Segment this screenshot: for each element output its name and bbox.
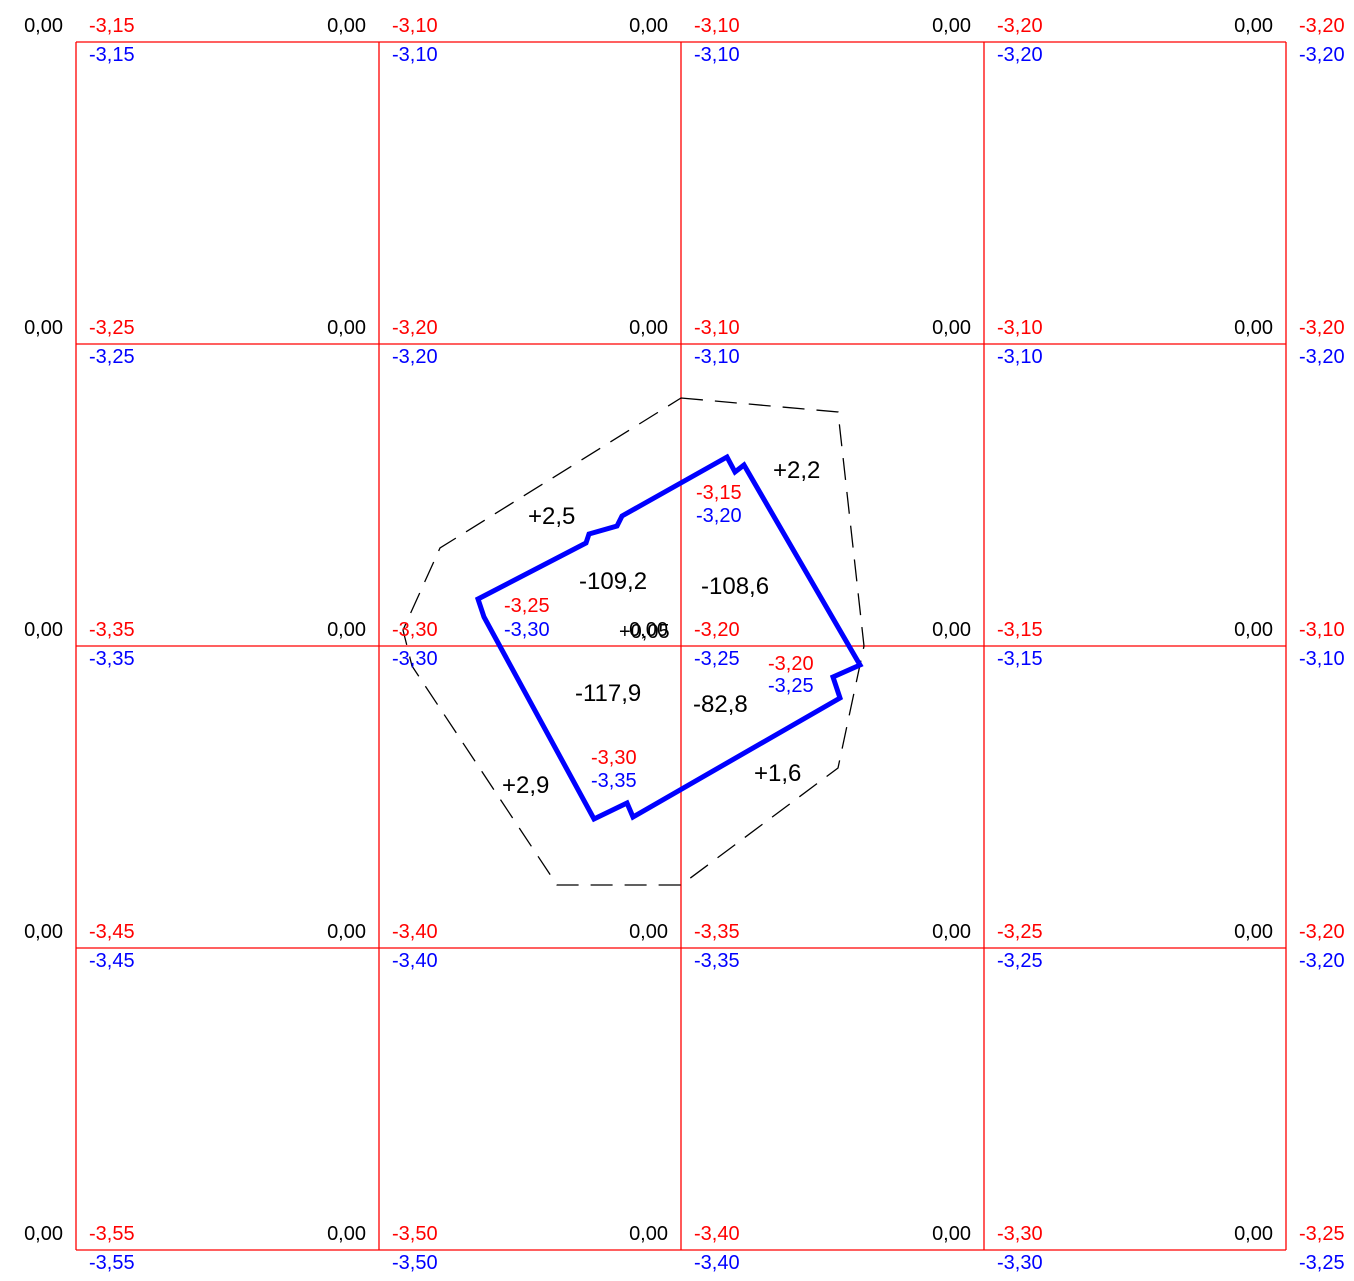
grid-node-existing-level: 0,00 [629,619,668,641]
earthwork-volumes: -109,2 -108,6 -117,9 -82,8 +2,5 +2,2 +2,… [502,457,820,799]
grid-node-blue-elevation: -3,15 [997,648,1043,670]
grid-node-existing-level: 0,00 [327,15,366,37]
grid-node-blue-elevation: -3,10 [694,44,740,66]
grid-node-red-elevation: -3,55 [89,1223,135,1245]
building-footprint-outline [474,453,864,823]
grid-node-blue-elevation: -3,35 [694,950,740,972]
grid-node-blue-elevation: -3,30 [997,1252,1043,1274]
grid-node-existing-level: 0,00 [932,921,971,943]
grid-node-red-elevation: -3,25 [1299,1223,1345,1245]
grid-node-blue-elevation: -3,55 [89,1252,135,1274]
grid-node-red-elevation: -3,45 [89,921,135,943]
fill-volume-nw: +2,5 [528,503,575,530]
building-east-blue-elevation: -3,25 [768,675,814,697]
grid-node-existing-level: 0,00 [1234,317,1273,339]
grid-node-existing-level: 0,00 [1234,921,1273,943]
grid-node-existing-level: 0,00 [24,15,63,37]
grid-node-blue-elevation: -3,15 [89,44,135,66]
building-west-blue-elevation: -3,30 [504,619,550,641]
grid-node-existing-level: 0,00 [327,619,366,641]
grid-node-blue-elevation: -3,25 [1299,1252,1345,1274]
building-center-level: +0,05 [619,621,670,643]
cut-volume-se: -82,8 [693,691,748,718]
grid-node-red-elevation: -3,10 [694,15,740,37]
grid-node-red-elevation: -3,25 [89,317,135,339]
grid-node-existing-level: 0,00 [932,15,971,37]
grid-node-red-elevation: -3,25 [997,921,1043,943]
grid-node-red-elevation: -3,10 [997,317,1043,339]
grid-node-blue-elevation: -3,25 [997,950,1043,972]
grid-node-blue-elevation: -3,20 [392,346,438,368]
grid-node-blue-elevation: -3,40 [392,950,438,972]
building-west-red-elevation: -3,25 [504,595,550,617]
grid-node-blue-elevation: -3,25 [89,346,135,368]
grid-node-existing-level: 0,00 [327,1223,366,1245]
building-south-red-elevation: -3,30 [591,747,637,769]
grid-node-red-elevation: -3,20 [1299,317,1345,339]
building-north-red-elevation: -3,15 [696,482,742,504]
grid-node-red-elevation: -3,10 [1299,619,1345,641]
grid-node-blue-elevation: -3,25 [694,648,740,670]
grid-node-blue-elevation: -3,10 [1299,648,1345,670]
grid-node-existing-level: 0,00 [629,921,668,943]
grid-node-labels: 0,00 -3,15 -3,15 0,00 -3,10 -3,10 0,00 -3,10 -3,… [24,15,1345,1274]
grid-node-red-elevation: -3,35 [89,619,135,641]
grid-node-red-elevation: -3,20 [1299,15,1345,37]
grid-node-existing-level: 0,00 [327,317,366,339]
grid-node-red-elevation: -3,40 [392,921,438,943]
grid-node-blue-elevation: -3,50 [392,1252,438,1274]
fill-volume-sw: +2,9 [502,772,549,799]
grid-node-existing-level: 0,00 [932,317,971,339]
grid-node-red-elevation: -3,20 [997,15,1043,37]
grid-node-red-elevation: -3,15 [89,15,135,37]
grid-lines [75,41,1287,1251]
grid-node-red-elevation: -3,30 [392,619,438,641]
grid-node-red-elevation: -3,50 [392,1223,438,1245]
grid-node-blue-elevation: -3,20 [1299,346,1345,368]
cut-volume-sw: -117,9 [575,680,641,707]
grid-node-blue-elevation: -3,10 [392,44,438,66]
grid-node-blue-elevation: -3,30 [392,648,438,670]
fill-volume-se: +1,6 [754,760,801,787]
grid-node-existing-level: 0,00 [629,1223,668,1245]
cut-volume-ne: -108,6 [701,573,769,600]
grid-node-red-elevation: -3,30 [997,1223,1043,1245]
grid-node-existing-level: 0,00 [24,1223,63,1245]
grid-node-blue-elevation: -3,20 [1299,950,1345,972]
grid-node-existing-level: 0,00 [1234,1223,1273,1245]
grid-node-blue-elevation: -3,35 [89,648,135,670]
grid-node-blue-elevation: -3,10 [694,346,740,368]
grid-node-blue-elevation: -3,20 [997,44,1043,66]
fill-volume-ne: +2,2 [773,457,820,484]
grid-node-red-elevation: -3,10 [694,317,740,339]
grid-node-existing-level: 0,00 [24,317,63,339]
grid-node-existing-level: 0,00 [1234,15,1273,37]
slope-boundary-contour [402,397,865,886]
grid-node-red-elevation: -3,20 [1299,921,1345,943]
grid-node-existing-level: 0,00 [629,317,668,339]
grid-node-blue-elevation: -3,20 [1299,44,1345,66]
grid-node-existing-level: 0,00 [629,15,668,37]
cut-volume-nw: -109,2 [579,568,647,595]
grid-node-red-elevation: -3,15 [997,619,1043,641]
grid-node-existing-level: 0,00 [1234,619,1273,641]
grid-node-blue-elevation: -3,10 [997,346,1043,368]
grid-node-existing-level: 0,00 [327,921,366,943]
building-east-red-elevation: -3,20 [768,653,814,675]
grid-node-existing-level: 0,00 [932,1223,971,1245]
grid-node-existing-level: 0,00 [24,921,63,943]
building-north-blue-elevation: -3,20 [696,505,742,527]
grid-node-red-elevation: -3,20 [392,317,438,339]
grid-node-red-elevation: -3,10 [392,15,438,37]
grid-node-existing-level: 0,00 [24,619,63,641]
building-south-blue-elevation: -3,35 [591,770,637,792]
building-elevation-labels: -3,15 -3,20 -3,25 -3,30 -3,20 -3,25 -3,3… [504,482,814,792]
grid-node-blue-elevation: -3,45 [89,950,135,972]
grid-node-red-elevation: -3,20 [694,619,740,641]
grid-node-existing-level: 0,00 [932,619,971,641]
grid-node-red-elevation: -3,35 [694,921,740,943]
grid-node-red-elevation: -3,40 [694,1223,740,1245]
grid-node-blue-elevation: -3,40 [694,1252,740,1274]
